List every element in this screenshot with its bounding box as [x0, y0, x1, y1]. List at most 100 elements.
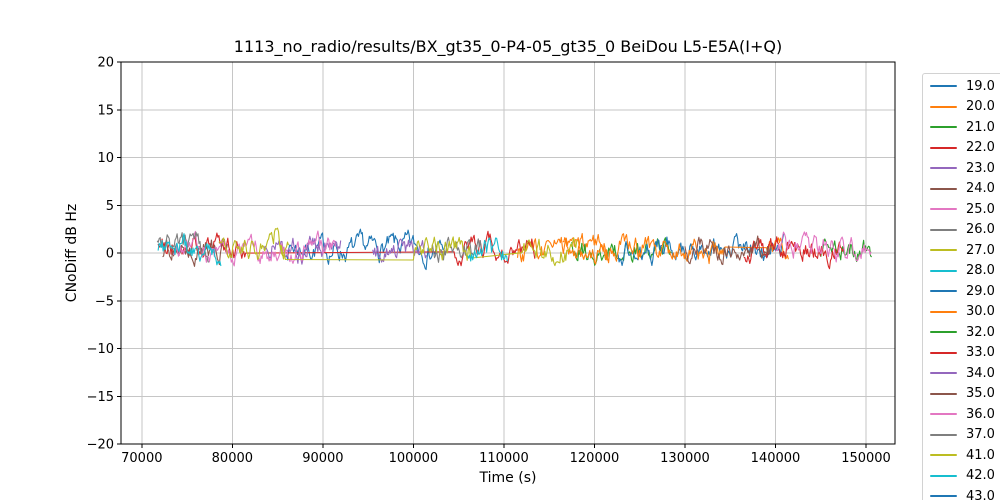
legend-label: 19.0 [966, 78, 995, 94]
x-tick-label: 90000 [302, 451, 343, 466]
legend-line-sample [930, 187, 957, 190]
series-line [562, 233, 789, 265]
legend-line-sample [930, 310, 957, 313]
legend-label: 33.0 [966, 345, 995, 361]
x-tick-label: 80000 [212, 451, 253, 466]
x-tick-label: 110000 [479, 451, 529, 466]
legend-line-sample [930, 146, 957, 149]
legend-label: 28.0 [966, 263, 995, 279]
legend-label: 27.0 [966, 242, 995, 258]
legend-line-sample [930, 208, 957, 211]
chart-title: 1113_no_radio/results/BX_gt35_0-P4-05_gt… [233, 37, 783, 56]
legend-line-sample [930, 126, 957, 129]
series-line [156, 231, 210, 263]
legend-label: 23.0 [966, 160, 995, 176]
legend-label: 20.0 [966, 99, 995, 115]
legend-entry: 21.0 [930, 117, 1000, 138]
legend-entry: 27.0 [930, 240, 1000, 261]
legend-label: 21.0 [966, 119, 995, 135]
legend-line-sample [930, 454, 957, 457]
legend-entry: 30.0 [930, 302, 1000, 323]
legend-line-sample [930, 269, 957, 272]
series-line [684, 235, 772, 266]
series-line [162, 238, 228, 267]
legend-label: 25.0 [966, 201, 995, 217]
legend-entry: 22.0 [930, 138, 1000, 159]
legend-line-sample [930, 474, 957, 477]
legend-label: 43.0 [966, 488, 995, 500]
legend-line-sample [930, 495, 957, 498]
series-line [467, 237, 509, 262]
legend-line-sample [930, 392, 957, 395]
legend-line-sample [930, 249, 957, 252]
legend-entry: 24.0 [930, 179, 1000, 200]
x-tick-label: 130000 [660, 451, 710, 466]
legend-entry: 25.0 [930, 199, 1000, 220]
legend-label: 22.0 [966, 140, 995, 156]
legend-line-sample [930, 331, 957, 334]
legend-entry: 41.0 [930, 445, 1000, 466]
x-tick-label: 70000 [121, 451, 162, 466]
legend-label: 35.0 [966, 386, 995, 402]
legend-entry: 37.0 [930, 425, 1000, 446]
legend-label: 42.0 [966, 468, 995, 484]
legend-entry: 33.0 [930, 343, 1000, 364]
legend-entry: 42.0 [930, 466, 1000, 487]
series-line [279, 236, 579, 267]
y-tick-label: 5 [106, 199, 114, 214]
legend-line-sample [930, 433, 957, 436]
legend-entry: 28.0 [930, 261, 1000, 282]
legend-label: 41.0 [966, 447, 995, 463]
legend-line-sample [930, 228, 957, 231]
legend-line-sample [930, 351, 957, 354]
legend-entry: 34.0 [930, 363, 1000, 384]
legend-entry: 19.0 [930, 76, 1000, 97]
y-tick-label: −10 [87, 342, 114, 357]
series-line [616, 233, 785, 267]
legend-label: 26.0 [966, 222, 995, 238]
y-tick-label: 10 [97, 151, 114, 166]
y-tick-label: −15 [87, 390, 114, 405]
legend-line-sample [930, 105, 957, 108]
series-line [157, 230, 536, 267]
legend-entry: 32.0 [930, 322, 1000, 343]
series-line [218, 227, 290, 260]
y-tick-label: 15 [97, 103, 114, 118]
legend-label: 32.0 [966, 324, 995, 340]
series-line [372, 238, 427, 263]
legend-label: 36.0 [966, 406, 995, 422]
legend-entry: 43.0 [930, 486, 1000, 500]
y-tick-label: −5 [95, 294, 114, 309]
legend: 19.0 20.0 21.0 22.0 23.0 24.0 25.0 26.0 27.0 28.0… [922, 73, 1000, 500]
series-line [775, 231, 872, 263]
legend-label: 29.0 [966, 283, 995, 299]
series-line [820, 238, 873, 263]
series-line [157, 233, 222, 267]
x-tick-label: 120000 [570, 451, 620, 466]
x-tick-label: 140000 [751, 451, 801, 466]
legend-entry: 29.0 [930, 281, 1000, 302]
legend-line-sample [930, 290, 957, 293]
legend-entry: 36.0 [930, 404, 1000, 425]
legend-label: 30.0 [966, 304, 995, 320]
legend-line-sample [930, 85, 957, 88]
x-tick-label: 150000 [841, 451, 891, 466]
y-tick-label: 0 [106, 247, 114, 262]
x-tick-label: 100000 [389, 451, 439, 466]
x-axis-label: Time (s) [479, 470, 537, 486]
legend-entry: 23.0 [930, 158, 1000, 179]
legend-label: 24.0 [966, 181, 995, 197]
legend-entry: 26.0 [930, 220, 1000, 241]
legend-label: 34.0 [966, 365, 995, 381]
y-tick-label: −20 [87, 438, 114, 453]
legend-entry: 20.0 [930, 97, 1000, 118]
series-line [743, 236, 844, 270]
series-line [263, 235, 342, 265]
legend-label: 37.0 [966, 427, 995, 443]
legend-line-sample [930, 372, 957, 375]
legend-entry: 35.0 [930, 384, 1000, 405]
y-tick-label: 20 [97, 56, 114, 71]
legend-line-sample [930, 413, 957, 416]
